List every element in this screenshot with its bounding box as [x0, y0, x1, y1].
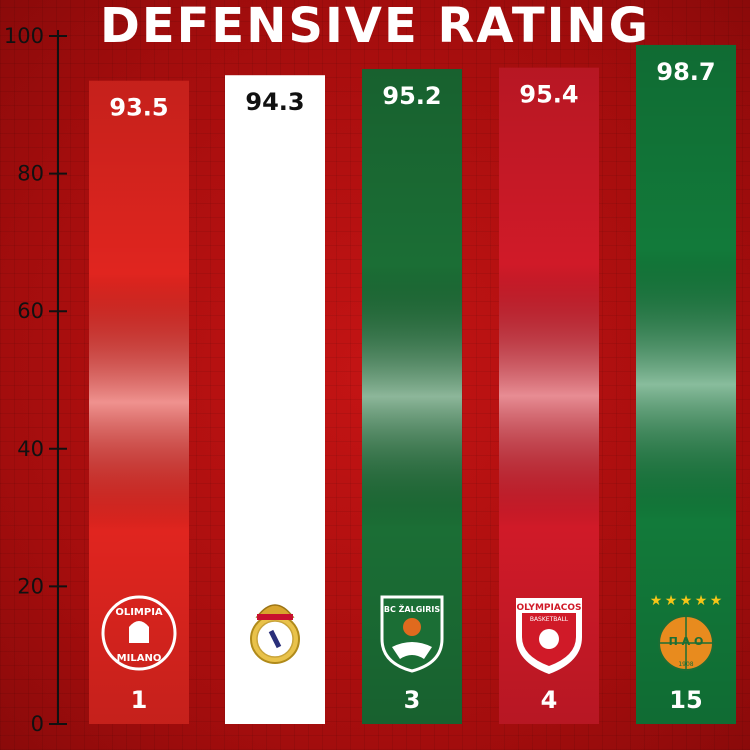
rank-label: 1 [131, 686, 148, 714]
real-madrid-logo [250, 604, 300, 664]
logo-text: BASKETBALL [530, 616, 569, 623]
bar-shine [636, 44, 736, 725]
logo-text: Π Α Ο [669, 635, 704, 648]
bar-value-label: 93.5 [109, 94, 168, 122]
bar-value-label: 95.2 [382, 82, 441, 110]
bar-value-label: 95.4 [519, 81, 578, 109]
olympiacos-logo: OLYMPIACOS BASKETBALL [516, 598, 582, 675]
team-logos-group: OLIMPIA MILANO BC ŽALGIRIS OLYMPIACOS BASKET… [101, 593, 723, 675]
rank-label: 3 [404, 686, 421, 714]
rank-label: 4 [541, 686, 558, 714]
y-tick-label: 100 [4, 24, 44, 48]
y-tick-label: 40 [17, 437, 44, 461]
rank-label: 15 [669, 686, 702, 714]
zalgiris-logo: BC ŽALGIRIS [380, 595, 444, 673]
logo-text: 1908 [678, 661, 693, 668]
bar-value-label: 94.3 [245, 88, 304, 116]
rank-label: 2 [267, 686, 284, 714]
logo-text: OLIMPIA [115, 607, 163, 618]
star-icon: ★ [680, 593, 693, 609]
bar-value-label: 98.7 [656, 58, 715, 86]
y-axis: 0 20 40 60 80 100 [4, 24, 67, 736]
logo-text: OLYMPIACOS [516, 603, 581, 613]
chart-title: DEFENSIVE RATING [99, 0, 650, 54]
y-tick-label: 0 [31, 712, 44, 736]
star-icon: ★ [710, 593, 723, 609]
y-tick-label: 20 [17, 574, 44, 598]
logo-text: BC ŽALGIRIS [384, 603, 441, 614]
y-tick-label: 80 [17, 162, 44, 186]
olimpia-milano-logo: OLIMPIA MILANO [101, 595, 177, 671]
star-icon: ★ [650, 593, 663, 609]
logo-text: MILANO [117, 653, 162, 664]
star-icon: ★ [695, 593, 708, 609]
y-tick-label: 60 [17, 299, 44, 323]
star-icon: ★ [665, 593, 678, 609]
